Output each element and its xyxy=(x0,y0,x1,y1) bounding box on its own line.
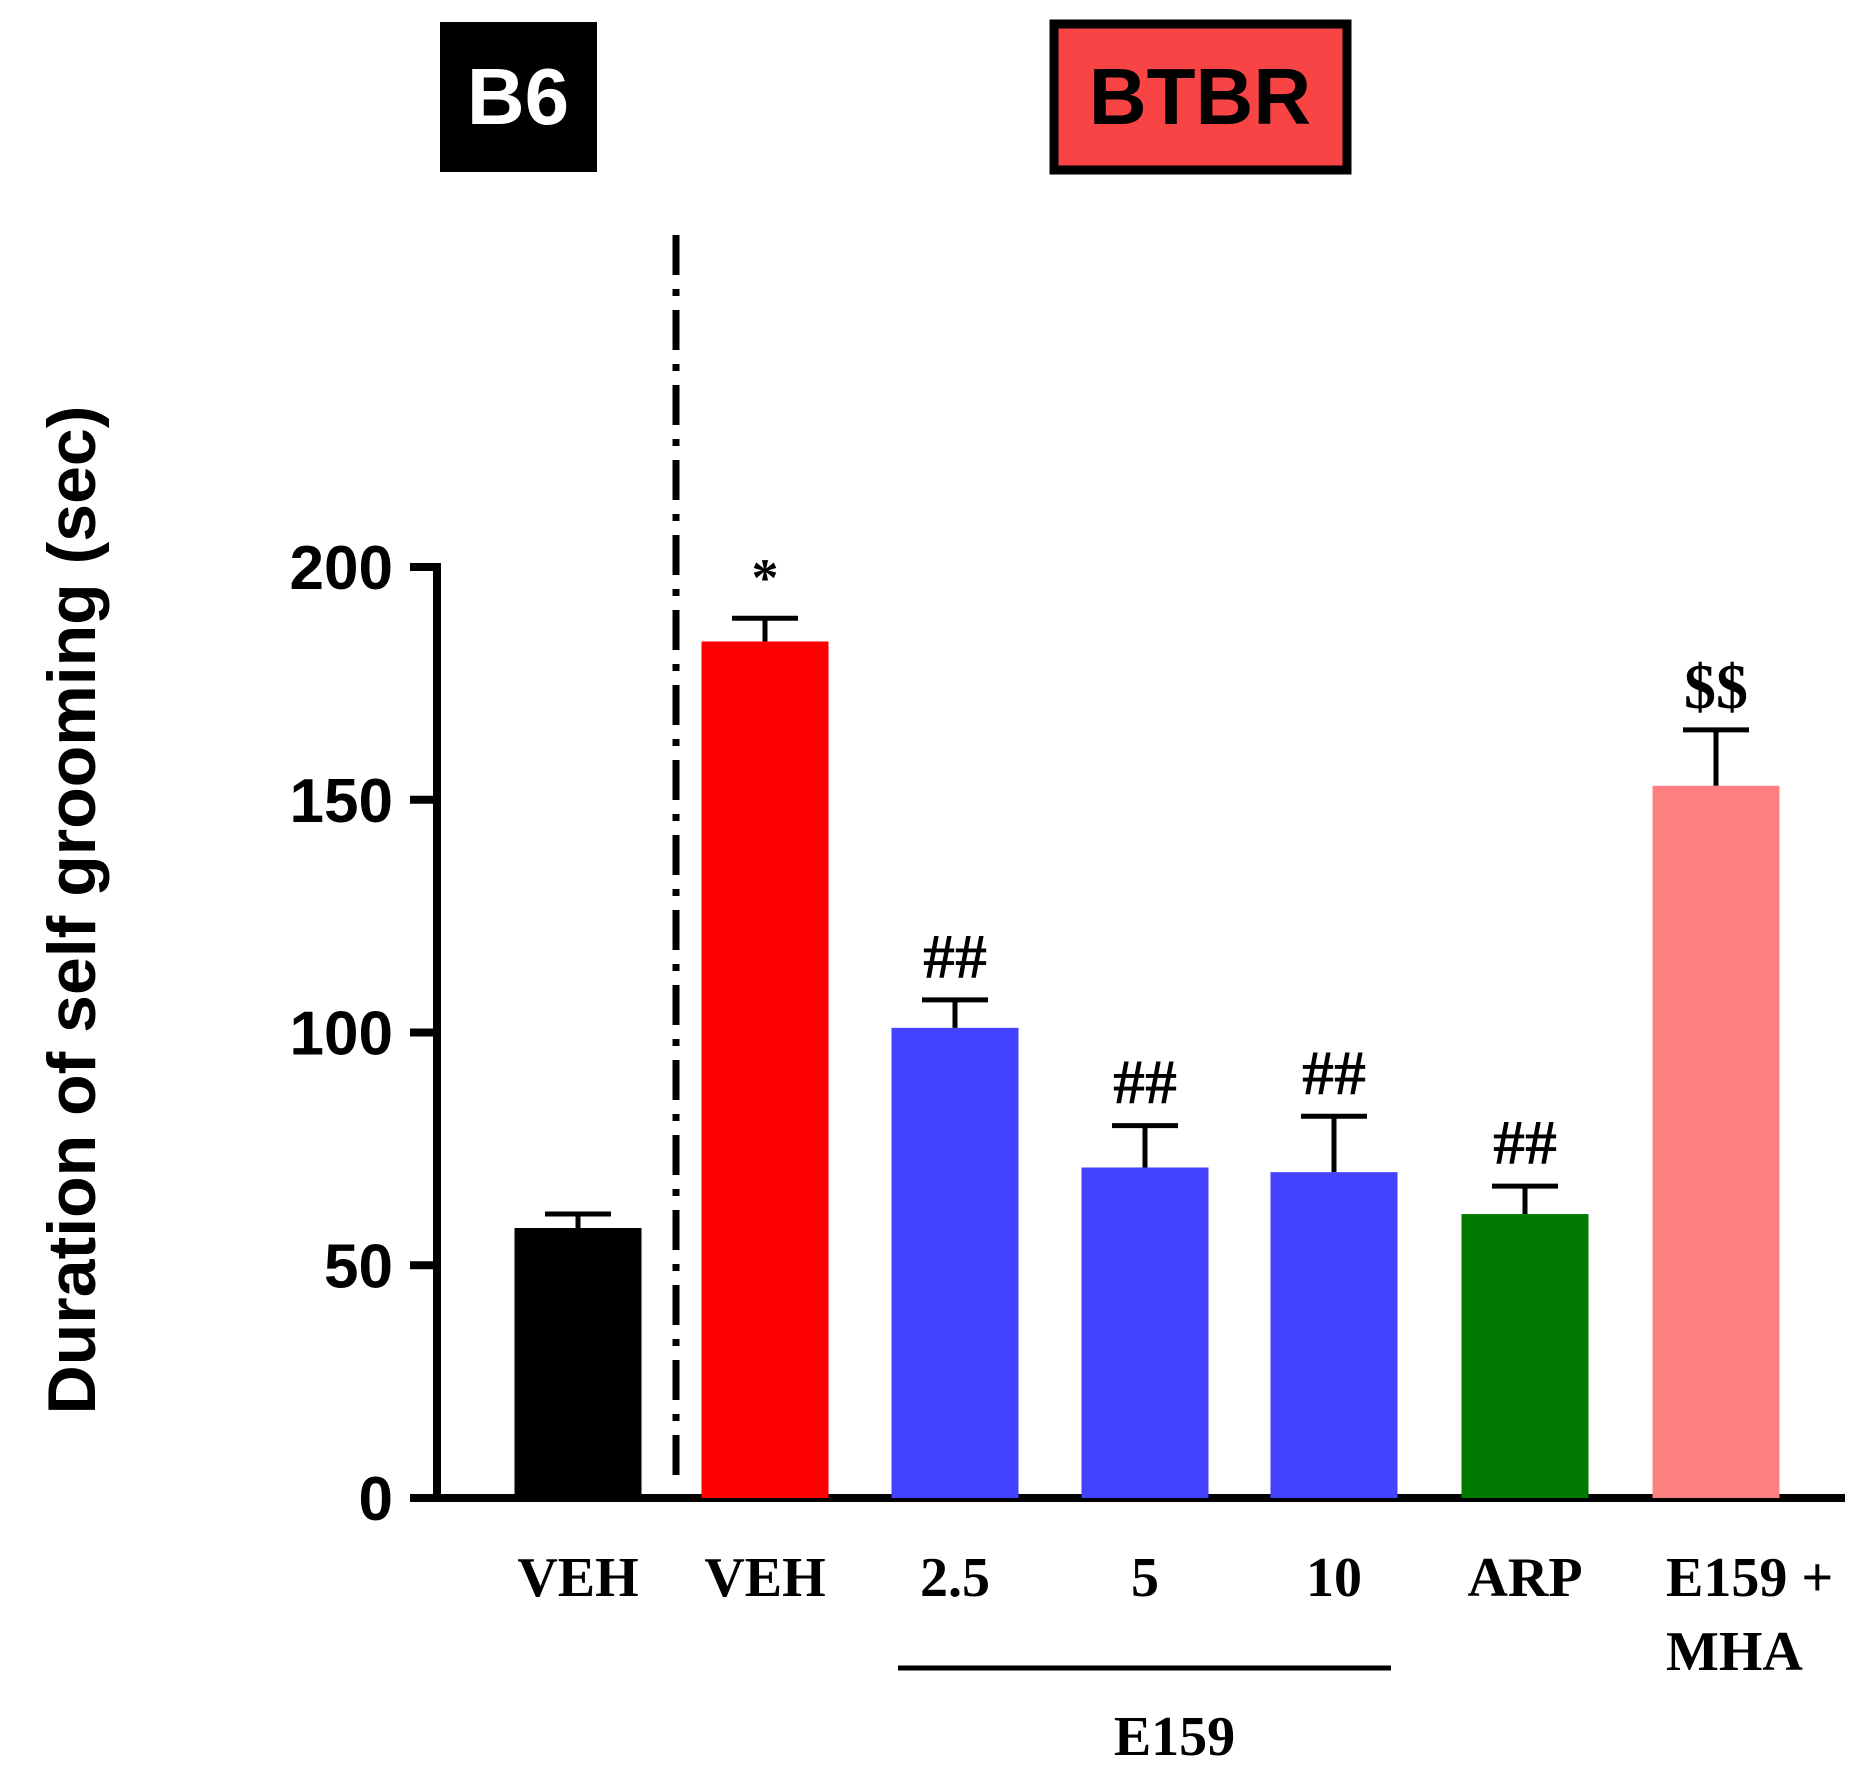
significance-label: * xyxy=(752,548,779,608)
x-category-label: VEH xyxy=(517,1547,638,1609)
bar xyxy=(891,1027,1019,1498)
y-tick-label: 150 xyxy=(290,767,393,836)
y-axis-title: Duration of self grooming (sec) xyxy=(34,406,110,1415)
group-header-b6: B6 xyxy=(440,22,597,172)
bar xyxy=(1461,1214,1589,1498)
y-tick-label: 100 xyxy=(290,1000,393,1069)
e159-bracket-label: E159 xyxy=(1114,1706,1235,1768)
significance-label: ## xyxy=(1493,1107,1557,1178)
bars xyxy=(514,641,1780,1498)
x-category-label: 2.5 xyxy=(920,1547,990,1609)
group-header-btbr: BTBR xyxy=(1049,19,1352,175)
y-tick-label: 50 xyxy=(324,1232,393,1301)
significance-label: ## xyxy=(1302,1037,1366,1108)
bar xyxy=(514,1228,642,1498)
x-category-label: E159 + xyxy=(1666,1547,1833,1609)
significance-label: ## xyxy=(923,921,987,992)
bar xyxy=(701,641,829,1498)
x-category-label: VEH xyxy=(704,1547,825,1609)
x-category-label: MHA xyxy=(1666,1621,1803,1683)
group-box-btbr xyxy=(1049,19,1352,175)
y-tick-label: 200 xyxy=(290,534,393,603)
bar xyxy=(1270,1172,1398,1498)
group-label-b6: B6 xyxy=(467,52,569,141)
error-bars xyxy=(545,615,1749,1229)
category-labels: VEH VEH 2.5 5 10 ARP E159 + MHA xyxy=(517,1547,1833,1683)
significance-label: ## xyxy=(1113,1047,1177,1118)
significance-annotations: * ## ## ## ## $$ xyxy=(752,548,1749,1178)
significance-label: $$ xyxy=(1684,651,1748,722)
group-box-b6 xyxy=(440,22,597,172)
group-label-btbr: BTBR xyxy=(1089,52,1311,141)
x-category-label: ARP xyxy=(1467,1547,1582,1609)
bar xyxy=(1652,785,1780,1498)
y-tick-label: 0 xyxy=(359,1465,393,1534)
x-category-label: 5 xyxy=(1131,1547,1159,1609)
y-ticks: 0 50 100 150 200 xyxy=(290,534,437,1534)
x-category-label: 10 xyxy=(1306,1547,1362,1609)
bar xyxy=(1081,1167,1209,1498)
